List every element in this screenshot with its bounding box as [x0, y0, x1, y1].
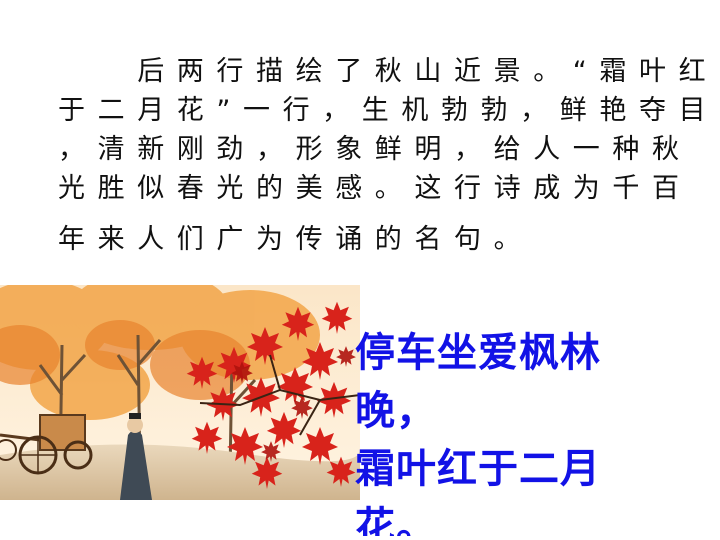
autumn-maple-illustration	[0, 285, 360, 500]
paragraph-line-2: 于二月花”一行，生机勃勃，鲜艳夺目	[58, 95, 719, 126]
poem-line-1: 停车坐爱枫林	[355, 330, 601, 376]
scholar-figure	[120, 413, 152, 500]
poem-line-2: 晚，	[355, 388, 437, 434]
paragraph-line-1: 后两行描绘了秋山近景。“霜叶红	[58, 56, 719, 87]
body-paragraph: 后两行描绘了秋山近景。“霜叶红 于二月花”一行，生机勃勃，鲜艳夺目 ，清新刚劲，…	[58, 52, 718, 259]
paragraph-line-4: 光胜似春光的美感。这行诗成为千百	[58, 173, 692, 204]
poem-verse: 停车坐爱枫林 晚， 霜叶红于二月 花。	[355, 324, 715, 536]
paragraph-line-3: ，清新刚劲，形象鲜明，给人一种秋	[58, 134, 692, 165]
poem-line-3: 霜叶红于二月	[355, 446, 601, 492]
paragraph-line-5: 年来人们广为传诵的名句。	[58, 224, 534, 255]
cart-graphic	[0, 414, 93, 475]
poem-line-4: 花。	[355, 504, 437, 536]
